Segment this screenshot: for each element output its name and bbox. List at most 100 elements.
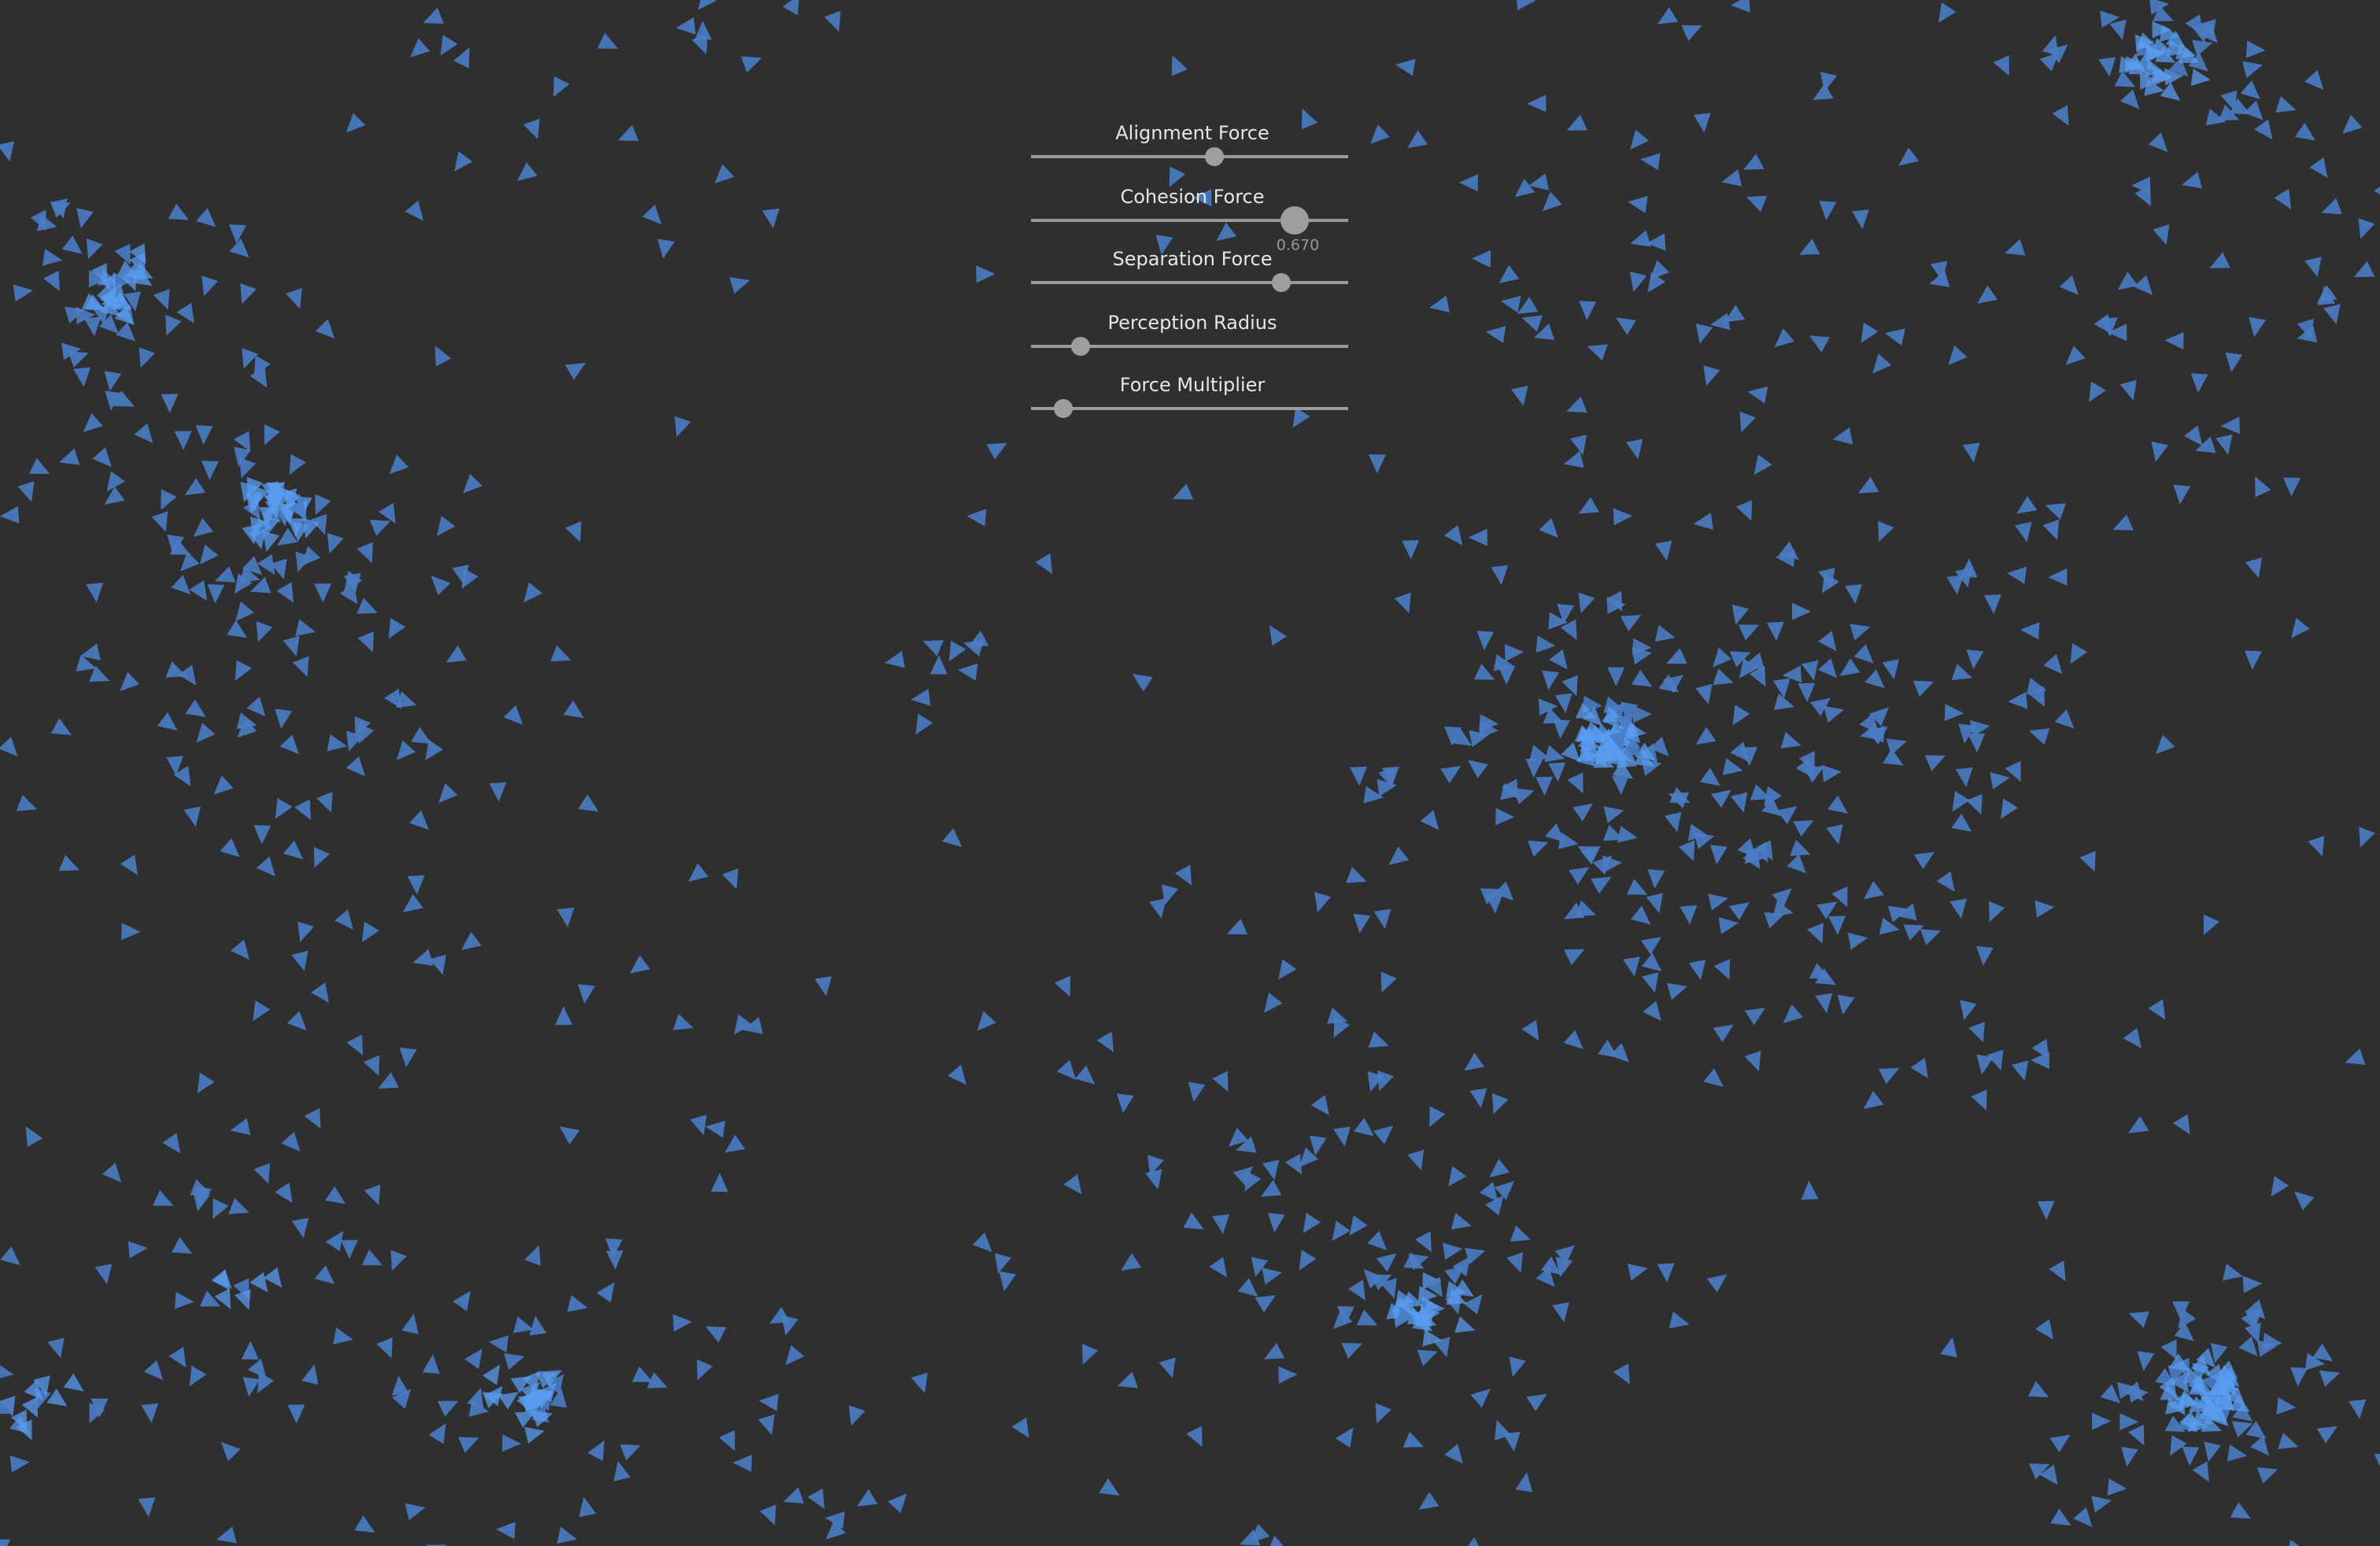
boid	[286, 288, 302, 309]
boid	[104, 486, 125, 505]
boid	[2190, 373, 2208, 393]
boid	[2136, 32, 2157, 49]
boid	[1766, 621, 1784, 642]
boid	[484, 1385, 503, 1407]
boid	[1356, 1309, 1378, 1326]
boid	[1577, 846, 1598, 863]
boid	[888, 1493, 907, 1514]
boid	[431, 575, 451, 596]
boid	[2128, 58, 2149, 75]
boid	[242, 1377, 261, 1397]
boid	[1373, 1125, 1394, 1145]
boid	[1513, 787, 1535, 804]
boid	[1706, 1274, 1728, 1293]
boid	[1515, 1472, 1533, 1492]
boid	[2223, 1263, 2243, 1281]
boid	[1603, 806, 1624, 823]
boid	[1975, 946, 1994, 966]
boid	[1949, 898, 1967, 919]
boid	[578, 794, 599, 812]
boid	[2107, 1478, 2127, 1496]
boid	[782, 0, 800, 16]
boid	[1755, 840, 1773, 861]
boid	[524, 1245, 541, 1266]
slider-thumb[interactable]	[1205, 147, 1224, 166]
boid	[10, 1409, 28, 1431]
boid	[92, 447, 112, 468]
slider-thumb[interactable]	[1272, 273, 1291, 292]
boid	[263, 516, 280, 536]
boid	[1609, 730, 1626, 752]
boid	[234, 573, 253, 594]
boid	[33, 1375, 50, 1396]
boid	[1268, 1212, 1285, 1233]
boid	[21, 1396, 39, 1418]
boid	[199, 544, 219, 565]
boid	[1816, 901, 1838, 919]
boid	[458, 1437, 479, 1453]
boid	[173, 765, 191, 786]
boid	[1363, 1269, 1383, 1289]
boid	[2220, 416, 2240, 435]
boid	[1839, 658, 1861, 676]
boid	[0, 737, 18, 756]
boid	[289, 453, 306, 475]
boid	[1678, 840, 1695, 861]
boid	[1494, 881, 1514, 901]
boid	[719, 1429, 735, 1452]
slider-thumb[interactable]	[1281, 206, 1309, 235]
boid	[166, 756, 183, 776]
slider-thumb[interactable]	[1071, 337, 1090, 356]
boid	[327, 533, 344, 554]
boid	[488, 1335, 509, 1353]
boid	[2112, 514, 2134, 531]
boid	[168, 1347, 187, 1368]
boid	[2109, 19, 2127, 40]
boid	[2242, 1275, 2263, 1293]
boid	[189, 1365, 207, 1387]
boid	[1121, 1252, 1142, 1271]
slider-thumb[interactable]	[1054, 399, 1073, 418]
boid	[1240, 1529, 1261, 1546]
boid	[409, 810, 429, 830]
boid	[2029, 728, 2050, 745]
boid	[2049, 1434, 2071, 1453]
boid	[2133, 275, 2153, 295]
boid	[1929, 270, 1950, 287]
boid	[1621, 723, 1641, 744]
boid	[2345, 1048, 2366, 1065]
boid	[1446, 1289, 1467, 1305]
boid	[1269, 1535, 1284, 1546]
boid	[287, 518, 305, 538]
boid	[1782, 665, 1802, 683]
boid	[2283, 477, 2301, 497]
boid	[915, 713, 933, 735]
boid	[1509, 1356, 1526, 1378]
boid	[357, 542, 373, 564]
boid	[2249, 316, 2266, 338]
boid	[606, 1250, 624, 1270]
boid	[2257, 1340, 2278, 1357]
boid	[196, 208, 216, 227]
boid	[1608, 748, 1629, 767]
boid	[91, 1398, 109, 1418]
boid	[1563, 451, 1584, 468]
boid	[948, 640, 966, 662]
boid	[246, 697, 266, 717]
boid	[2171, 1372, 2190, 1393]
boid	[1680, 905, 1698, 925]
boid	[325, 1185, 346, 1204]
boid	[185, 699, 206, 717]
boid	[1578, 592, 1595, 613]
boid	[1700, 767, 1720, 786]
boid	[1171, 55, 1188, 76]
boid	[2117, 1381, 2138, 1400]
boid	[1407, 1149, 1425, 1171]
boid	[1429, 295, 1450, 313]
boid	[1403, 1252, 1425, 1269]
boid	[848, 1405, 866, 1426]
boid	[2246, 40, 2266, 58]
boid	[533, 1388, 554, 1405]
boid	[230, 1118, 251, 1135]
slider-label: Separation Force	[1112, 248, 1272, 270]
